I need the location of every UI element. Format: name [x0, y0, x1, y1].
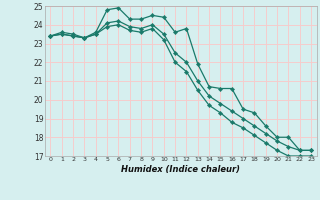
- X-axis label: Humidex (Indice chaleur): Humidex (Indice chaleur): [121, 165, 240, 174]
